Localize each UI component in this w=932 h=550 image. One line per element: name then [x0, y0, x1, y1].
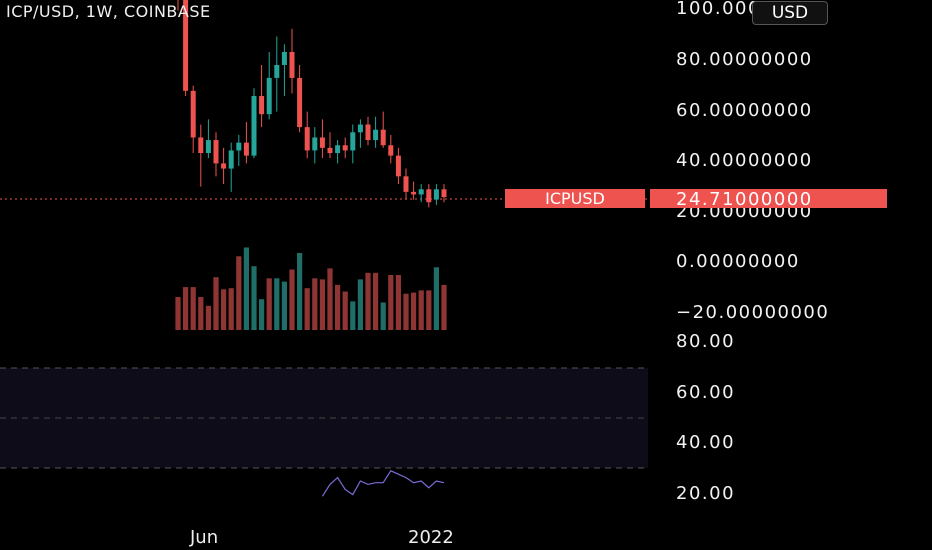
rsi-line [321, 470, 445, 497]
candle-body [365, 124, 371, 141]
price-tag-value: 24.71000000 [676, 189, 813, 210]
volume-bar [380, 302, 386, 330]
candle-body [228, 150, 234, 169]
volume-bar [213, 277, 219, 330]
price-axis-tick: −20.00000000 [676, 302, 829, 323]
last-price-tag[interactable]: ICPUSD 24.71000000 [505, 189, 887, 210]
candle-body [357, 124, 363, 133]
candle-body [190, 90, 196, 138]
candle-body [183, 0, 189, 91]
volume-bar [433, 267, 439, 330]
candle-body [205, 140, 211, 154]
volume-bar [357, 279, 363, 330]
candle-body [243, 142, 249, 156]
candle-body [426, 189, 432, 203]
candle-body [433, 189, 439, 200]
candles-layer [177, 0, 447, 208]
candle-body [266, 77, 272, 115]
candle-body [221, 163, 227, 169]
price-axis-tick: 60.00000000 [676, 100, 813, 121]
volume-bar [441, 284, 447, 330]
volume-bar [221, 289, 227, 330]
candle-body [411, 191, 417, 195]
volume-bar [327, 268, 333, 330]
candle-body [251, 96, 257, 156]
candle-body [418, 189, 424, 195]
rsi-axis[interactable]: 80.00 60.00 40.00 20.00 [676, 331, 735, 504]
price-axis-tick: 40.00000000 [676, 150, 813, 171]
volume-bar [319, 279, 325, 330]
volume-bar [312, 278, 318, 330]
candle-body [327, 147, 333, 154]
candle-body [198, 137, 204, 154]
volume-bar [373, 272, 379, 330]
volume-bar [426, 290, 432, 330]
candle-body [373, 129, 379, 141]
volume-bar [243, 247, 249, 330]
volume-bar [304, 288, 310, 330]
volume-bar [281, 281, 287, 330]
candle-body [342, 145, 348, 151]
rsi-axis-tick: 80.00 [676, 331, 735, 352]
x-tick-jun: Jun [189, 527, 218, 548]
volume-bar [342, 291, 348, 330]
volume-bar [403, 293, 409, 330]
rsi-axis-tick: 20.00 [676, 483, 735, 504]
rsi-axis-tick: 60.00 [676, 382, 735, 403]
candle-body [312, 137, 318, 151]
candle-body [388, 145, 394, 156]
volume-bar [411, 292, 417, 330]
volume-bar [350, 301, 356, 330]
volume-bar [274, 278, 280, 330]
currency-button[interactable]: USD [752, 1, 828, 25]
price-axis-tick: 80.00000000 [676, 49, 813, 70]
candle-body [274, 64, 280, 78]
volume-bar [395, 275, 401, 330]
candle-body [319, 137, 325, 148]
volume-bar [251, 266, 257, 330]
volume-layer [175, 247, 447, 330]
symbol-tag-label: ICPUSD [545, 189, 605, 208]
candle-body [304, 127, 310, 151]
volume-bar [175, 297, 181, 330]
candle-body [236, 142, 242, 151]
candle-body [403, 176, 409, 192]
volume-bar [365, 272, 371, 330]
x-tick-2022: 2022 [408, 527, 454, 548]
volume-bar [205, 305, 211, 330]
volume-bar [228, 288, 234, 330]
candle-body [441, 189, 447, 198]
candle-body [281, 52, 287, 65]
price-tag-bg [650, 189, 887, 208]
chart-title: ICP/USD, 1W, COINBASE [6, 2, 211, 21]
symbol-tag-bg [505, 189, 645, 208]
volume-bar [418, 290, 424, 330]
price-axis-tick: 0.00000000 [676, 251, 800, 272]
candle-body [259, 96, 265, 115]
volume-bar [388, 275, 394, 330]
volume-bar [198, 297, 204, 330]
volume-bar [183, 287, 189, 330]
price-axis[interactable]: 100.0000000080.0000000060.0000000040.000… [676, 0, 829, 323]
candle-body [297, 77, 303, 128]
candle-body [395, 155, 401, 177]
volume-bar [259, 299, 265, 330]
candle-body [350, 132, 356, 151]
candle-body [213, 140, 219, 164]
volume-bar [297, 253, 303, 330]
candle-body [335, 145, 341, 154]
candle-body [380, 129, 386, 146]
volume-bar [190, 287, 196, 330]
volume-bar [335, 284, 341, 330]
volume-bar [289, 269, 295, 330]
rsi-axis-tick: 40.00 [676, 432, 735, 453]
volume-bar [236, 256, 242, 330]
candle-body [289, 52, 295, 78]
volume-bar [266, 278, 272, 330]
